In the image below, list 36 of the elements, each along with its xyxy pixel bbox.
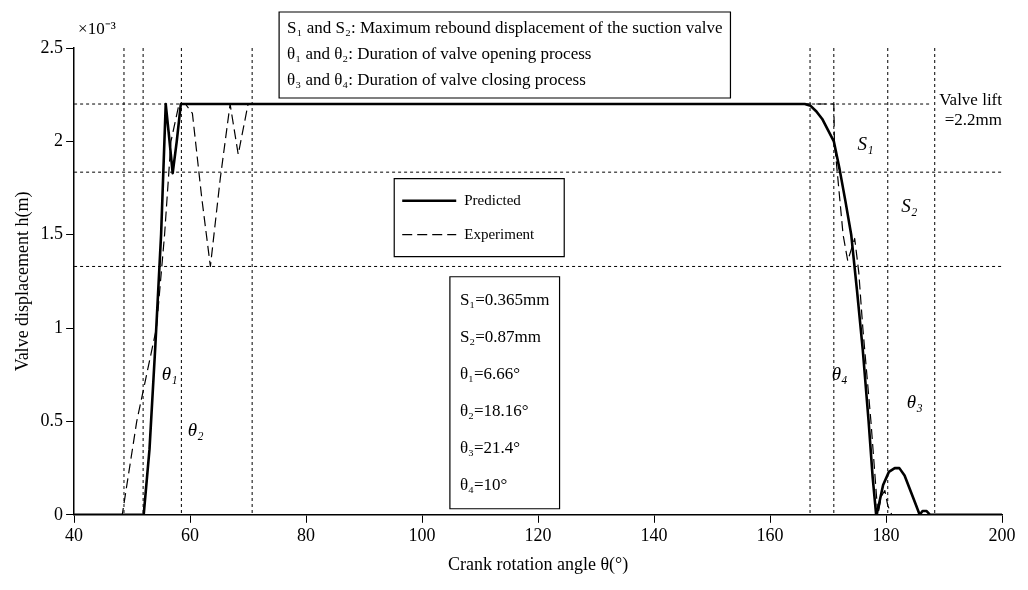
legend-label: Predicted [464,191,522,208]
x-tick-label: 100 [408,525,436,546]
annotation: θ₁ and θ₂: Duration of valve opening process [287,44,592,64]
annotation: S₁ [857,133,874,155]
annotation: θ₄ [831,362,848,384]
text: ×10⁻³ [78,19,116,39]
y-tick-label: 0 [54,503,64,524]
annotation: θ₁=6.66° [459,363,521,383]
x-tick-label: 40 [65,525,84,546]
x-tick-label: 160 [756,525,784,546]
y-tick-label: 0.5 [40,410,64,431]
y-axis-title: Valve displacement h(m) [11,191,33,372]
annotation: S₁=0.365mm [459,289,550,309]
legend-label: Experiment [464,225,536,242]
x-tick-label: 180 [872,525,900,546]
annotation: S₂=0.87mm [459,326,542,346]
y-tick-label: 2.5 [40,36,64,57]
annotation: θ₃ [906,390,923,412]
annotation: θ₃=21.4° [459,437,521,457]
y-tick-label: 2 [54,130,64,151]
x-axis-title: Crank rotation angle θ(°) [447,553,629,575]
text: S₁ and S₂: Maximum rebound displacement of the suction valve [287,18,723,38]
annotation: θ₁ [161,362,178,384]
x-tick-label: 140 [640,525,668,546]
annotation: θ₄=10° [459,474,508,494]
x-tick-label: 80 [297,525,316,546]
y-tick-label: 1.5 [40,223,64,244]
x-tick-label: 60 [181,525,200,546]
ref-line-label: Valve lift =2.2mm [939,90,1003,130]
annotation: S₂ [901,194,918,216]
annotation: θ₃ and θ₄: Duration of valve closing process [287,70,586,90]
annotation: θ₂=18.16° [459,400,529,420]
annotation: θ₂ [187,418,205,440]
x-tick-label: 200 [988,525,1016,546]
y-tick-label: 1 [54,316,64,337]
x-tick-label: 120 [524,525,552,546]
